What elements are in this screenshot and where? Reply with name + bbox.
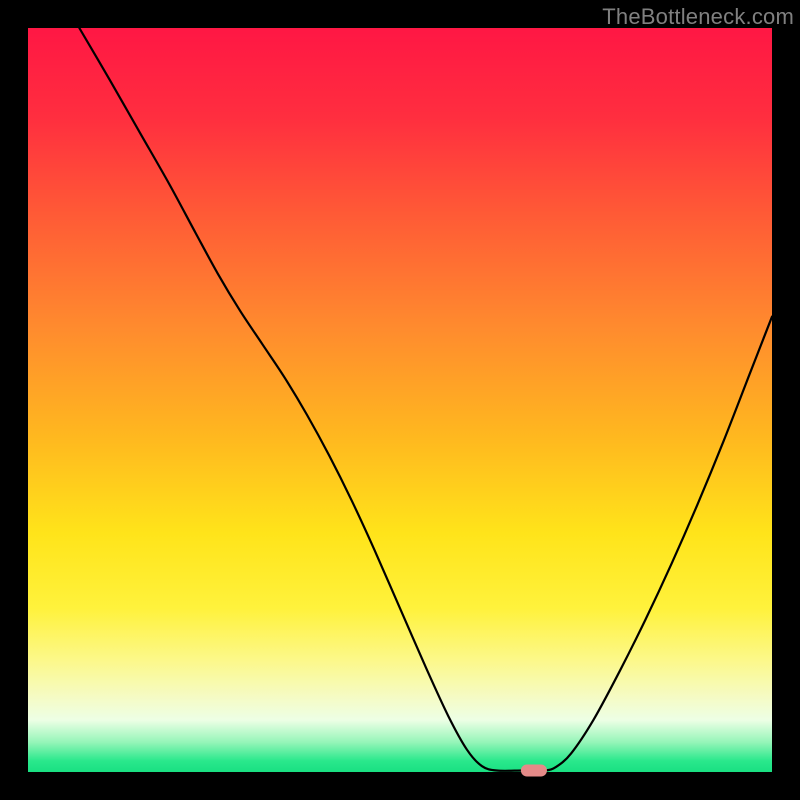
chart-container: TheBottleneck.com (0, 0, 800, 800)
watermark-text: TheBottleneck.com (602, 4, 794, 30)
bottleneck-chart (0, 0, 800, 800)
chart-background-gradient (28, 28, 772, 772)
optimal-marker (521, 765, 547, 777)
